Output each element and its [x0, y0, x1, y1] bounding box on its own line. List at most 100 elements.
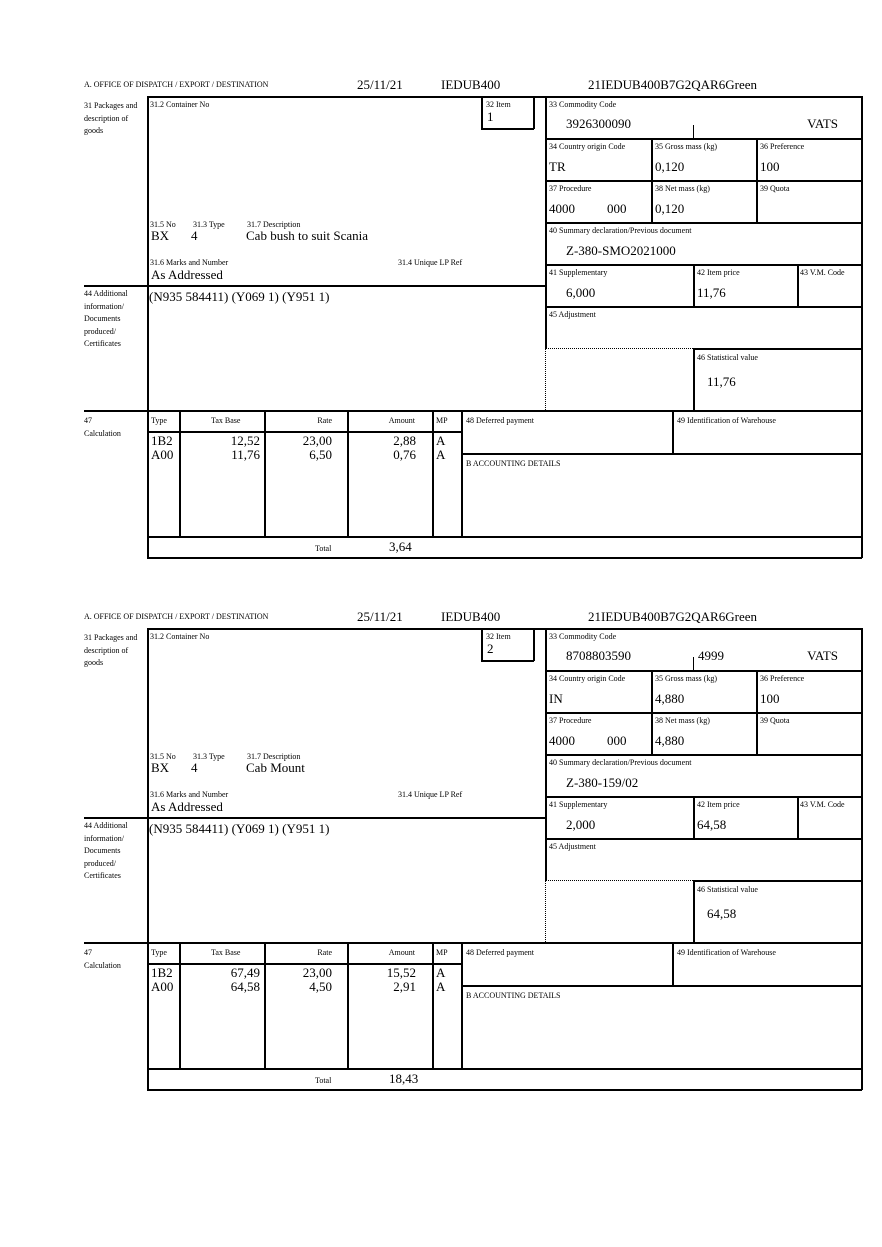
calc-amount-header: Amount: [388, 948, 415, 957]
rule: [147, 431, 461, 433]
statistical-value-label: 46 Statistical value: [697, 885, 758, 894]
declaration-item-form: A. OFFICE OF DISPATCH / EXPORT / DESTINA…: [0, 610, 882, 1110]
rule: [693, 796, 695, 838]
gross-mass-label: 35 Gross mass (kg): [655, 142, 717, 151]
total-label: Total: [315, 1076, 332, 1085]
calc-type: 1B2: [151, 433, 173, 448]
calc-tax-base-header: Tax Base: [211, 948, 241, 957]
rule: [481, 96, 483, 129]
procedure: 4000: [549, 733, 575, 748]
item-price: 64,58: [697, 817, 727, 832]
net-mass: 4,880: [655, 733, 685, 748]
package-no-label: 31.5 No: [150, 752, 176, 761]
rule: [461, 942, 463, 1068]
rule: [147, 96, 149, 558]
calc-tax-base: 12,52: [230, 433, 260, 448]
office-code: IEDUB400: [441, 609, 501, 624]
calc-tax-base-header: Tax Base: [211, 416, 241, 425]
calc-amount: 2,91: [393, 979, 416, 994]
package-type-label: 31.3 Type: [193, 752, 225, 761]
rule: [533, 628, 535, 661]
rule: [147, 1089, 862, 1091]
rule: [432, 942, 434, 1068]
warehouse-label: 49 Identification of Warehouse: [677, 948, 776, 957]
calc-type-header: Type: [151, 948, 167, 957]
package-no-label: 31.5 No: [150, 220, 176, 229]
goods-description: Cab Mount: [246, 760, 305, 775]
procedure-additional: 000: [607, 733, 627, 748]
rule: [481, 128, 534, 130]
vm-code-label: 43 V.M. Code: [800, 268, 845, 277]
calc-mp: A: [436, 433, 446, 448]
calc-rate: 6,50: [309, 447, 332, 462]
package-no: BX: [151, 228, 170, 243]
commodity-code-label: 33 Commodity Code: [549, 100, 617, 109]
rule: [861, 96, 863, 558]
supplementary-units: 2,000: [566, 817, 596, 832]
country-origin: TR: [549, 159, 566, 174]
rule: [651, 670, 653, 754]
item-number: 1: [487, 109, 494, 124]
rule: [84, 942, 862, 944]
rule: [651, 138, 653, 222]
calc-rate: 23,00: [302, 433, 332, 448]
calc-amount: 0,76: [393, 447, 416, 462]
adjustment-label: 45 Adjustment: [549, 842, 596, 851]
rule: [861, 628, 863, 1090]
summary-declaration-label: 40 Summary declaration/Previous document: [549, 226, 692, 235]
calc-amount-header: Amount: [388, 416, 415, 425]
packages-label: 31 Packages and description of goods: [84, 633, 138, 667]
additional-info-label: 44 Additional information/ Documents pro…: [84, 289, 128, 348]
adjustment-label: 45 Adjustment: [549, 310, 596, 319]
calculation-label: 47 Calculation: [84, 416, 121, 438]
accounting-details-label: B ACCOUNTING DETAILS: [466, 991, 561, 1000]
marks-and-numbers: As Addressed: [151, 267, 223, 282]
rule: [84, 817, 546, 819]
deferred-payment-label: 48 Deferred payment: [466, 948, 534, 957]
additional-info: (N935 584411) (Y069 1) (Y951 1): [149, 821, 330, 836]
rule: [693, 880, 862, 882]
rule: [461, 985, 862, 987]
rule: [545, 796, 862, 798]
net-mass: 0,120: [655, 201, 685, 216]
preference: 100: [760, 159, 780, 174]
additional-info: (N935 584411) (Y069 1) (Y951 1): [149, 289, 330, 304]
preference-label: 36 Preference: [760, 142, 805, 151]
dotted-rule: [545, 880, 546, 942]
statistical-value-label: 46 Statistical value: [697, 353, 758, 362]
rule: [756, 670, 758, 754]
unique-ref-label: 31.4 Unique LP Ref: [398, 258, 463, 267]
marks-label: 31.6 Marks and Number: [150, 258, 229, 267]
accounting-details-label: B ACCOUNTING DETAILS: [466, 459, 561, 468]
rule: [84, 285, 546, 287]
country-origin-label: 34 Country origin Code: [549, 142, 626, 151]
rule: [545, 264, 862, 266]
statistical-value: 64,58: [707, 906, 737, 921]
reference-number: 21IEDUB400B7G2QAR6Green: [588, 77, 757, 92]
package-type: 4: [191, 760, 198, 775]
calc-mp: A: [436, 965, 446, 980]
country-origin-label: 34 Country origin Code: [549, 674, 626, 683]
net-mass-label: 38 Net mass (kg): [655, 716, 710, 725]
goods-description: Cab bush to suit Scania: [246, 228, 369, 243]
preference: 100: [760, 691, 780, 706]
supplementary-label: 41 Supplementary: [549, 268, 608, 277]
calc-amount: 15,52: [386, 965, 416, 980]
rule: [545, 138, 862, 140]
rule: [461, 410, 463, 536]
rule: [147, 1068, 862, 1070]
calc-amount: 2,88: [393, 433, 416, 448]
rule: [347, 942, 349, 1068]
summary-declaration: Z-380-159/02: [566, 775, 639, 790]
dotted-rule: [545, 348, 693, 349]
calc-type: A00: [151, 979, 174, 994]
calc-mp-header: MP: [436, 416, 448, 425]
vm-code-label: 43 V.M. Code: [800, 800, 845, 809]
calc-type-header: Type: [151, 416, 167, 425]
procedure-additional: 000: [607, 201, 627, 216]
rule: [545, 838, 862, 840]
rule: [693, 348, 695, 410]
procedure-label: 37 Procedure: [549, 184, 592, 193]
rule: [147, 557, 862, 559]
rule: [545, 712, 862, 714]
